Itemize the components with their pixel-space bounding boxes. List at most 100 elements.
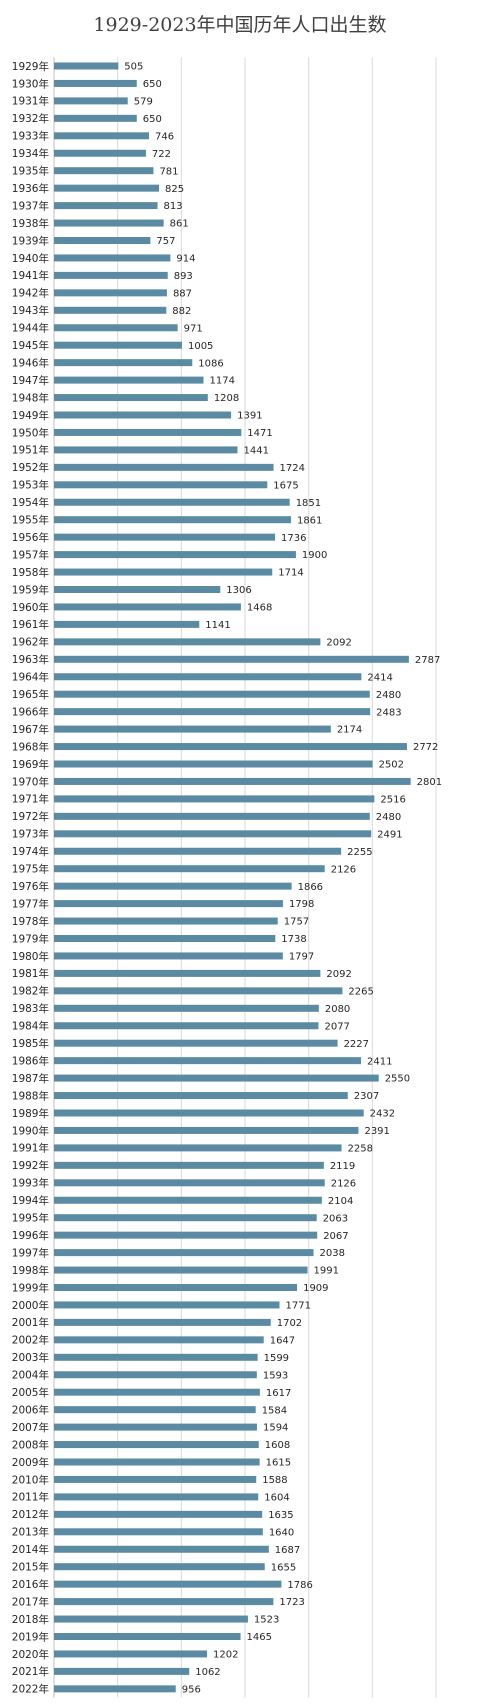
data-label: 887 <box>173 288 192 299</box>
bar <box>54 1022 319 1030</box>
category-label: 2015年 <box>12 1561 49 1574</box>
bar <box>54 271 168 279</box>
category-label: 2000年 <box>12 1299 49 1312</box>
bar <box>54 777 411 785</box>
bar <box>54 1161 324 1169</box>
data-label: 1724 <box>280 463 305 474</box>
category-label: 2001年 <box>12 1316 49 1329</box>
data-label: 757 <box>156 236 175 247</box>
bar <box>54 1109 364 1117</box>
bar <box>54 795 375 803</box>
bar <box>54 760 373 768</box>
data-label: 650 <box>143 114 162 125</box>
category-label: 1934年 <box>12 147 49 160</box>
bar <box>54 114 137 122</box>
category-label: 1973年 <box>12 828 49 841</box>
category-label: 1931年 <box>12 95 49 108</box>
bar <box>54 254 171 262</box>
bar <box>54 1249 314 1257</box>
bar <box>54 516 291 524</box>
data-label: 1202 <box>213 1650 238 1661</box>
bar <box>54 743 407 751</box>
data-label: 1866 <box>298 882 323 893</box>
data-label: 2126 <box>331 864 356 875</box>
category-label: 1961年 <box>12 618 49 631</box>
bar <box>54 1057 362 1065</box>
bar <box>54 411 232 419</box>
category-label: 1956年 <box>12 531 49 544</box>
data-label: 650 <box>143 79 162 90</box>
data-label: 2502 <box>379 760 404 771</box>
data-label: 956 <box>182 1684 201 1695</box>
bar <box>54 1371 257 1379</box>
bar <box>54 533 276 541</box>
category-label: 1935年 <box>12 165 49 178</box>
bar <box>54 690 370 698</box>
data-label: 2104 <box>328 1196 353 1207</box>
data-label: 1174 <box>209 376 234 387</box>
bar <box>54 184 160 192</box>
data-label: 2227 <box>344 1039 369 1050</box>
bar <box>54 1318 271 1326</box>
data-label: 781 <box>159 166 178 177</box>
data-label: 2067 <box>323 1231 348 1242</box>
bar <box>54 289 167 297</box>
data-label: 1702 <box>277 1318 302 1329</box>
bar <box>54 1301 280 1309</box>
category-label: 2007年 <box>12 1421 49 1434</box>
bar <box>54 603 241 611</box>
bar <box>54 620 200 628</box>
category-label: 1988年 <box>12 1089 49 1102</box>
bar <box>54 1580 282 1588</box>
category-label: 1947年 <box>12 374 49 387</box>
bar <box>54 149 146 157</box>
category-label: 1932年 <box>12 112 49 125</box>
bar <box>54 812 370 820</box>
category-label: 1999年 <box>12 1281 49 1294</box>
bar <box>54 1231 318 1239</box>
bar <box>54 1406 256 1414</box>
category-label: 1942年 <box>12 287 49 300</box>
data-label: 1588 <box>262 1475 287 1486</box>
data-label: 2411 <box>367 1056 392 1067</box>
category-label: 1983年 <box>12 1002 49 1015</box>
bar <box>54 1563 265 1571</box>
bar <box>54 324 178 332</box>
bar <box>54 900 283 908</box>
category-label: 1979年 <box>12 932 49 945</box>
category-label: 1946年 <box>12 356 49 369</box>
data-label: 1771 <box>286 1301 311 1312</box>
data-label: 2265 <box>348 986 373 997</box>
data-label: 2414 <box>367 672 392 683</box>
category-label: 1955年 <box>12 514 49 527</box>
chart-title: 1929-2023年中国历年人口出生数 <box>93 14 387 36</box>
bar <box>54 1458 260 1466</box>
category-label: 1951年 <box>12 444 49 457</box>
category-label: 1945年 <box>12 339 49 352</box>
category-label: 2018年 <box>12 1613 49 1626</box>
category-label: 1950年 <box>12 426 49 439</box>
data-label: 722 <box>152 149 171 160</box>
category-label: 1978年 <box>12 915 49 928</box>
category-label: 2004年 <box>12 1369 49 1382</box>
bar <box>54 1598 274 1606</box>
data-label: 1851 <box>296 498 321 509</box>
data-label: 1005 <box>188 341 213 352</box>
data-label: 1640 <box>269 1527 294 1538</box>
category-label: 1987年 <box>12 1072 49 1085</box>
category-label: 2014年 <box>12 1543 49 1556</box>
data-label: 1593 <box>263 1370 288 1381</box>
data-label: 2772 <box>413 742 438 753</box>
category-label: 2009年 <box>12 1456 49 1469</box>
bar <box>54 917 278 925</box>
data-label: 2550 <box>385 1074 410 1085</box>
data-label: 1584 <box>262 1405 287 1416</box>
bar <box>54 1126 359 1134</box>
category-label: 1989年 <box>12 1107 49 1120</box>
bar <box>54 551 296 559</box>
data-label: 2480 <box>376 690 401 701</box>
category-label: 1954年 <box>12 496 49 509</box>
category-label: 1974年 <box>12 845 49 858</box>
bar <box>54 132 149 140</box>
